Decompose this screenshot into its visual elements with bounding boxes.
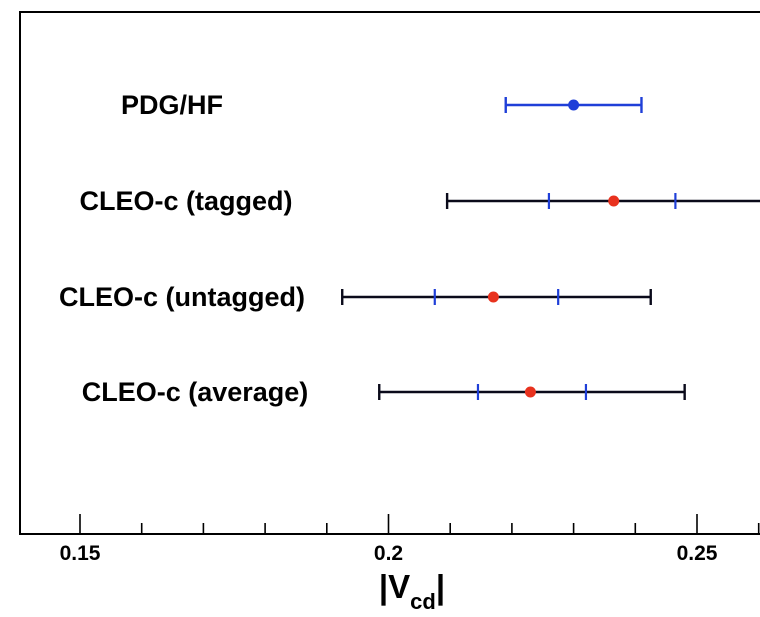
x-axis-label-main: |V xyxy=(379,568,410,605)
measurement-label: PDG/HF xyxy=(121,90,223,120)
x-axis-label-suffix: | xyxy=(436,568,445,605)
tick-label: 0.25 xyxy=(677,542,718,565)
measurement-rows: PDG/HF CLEO-c (tagged) CLEO-c (untagged) CL… xyxy=(59,90,760,407)
measurement-row: PDG/HF xyxy=(121,90,643,120)
tick-label: 0.15 xyxy=(60,542,101,565)
central-value-marker xyxy=(608,195,620,207)
x-axis-tick-labels: 0.15 0.2 0.25 xyxy=(60,542,718,565)
measurement-label: CLEO-c (tagged) xyxy=(80,186,293,216)
central-value-marker xyxy=(487,291,499,303)
x-axis-ticks xyxy=(79,514,760,534)
x-axis-label-subscript: cd xyxy=(410,589,436,614)
measurement-row: CLEO-c (untagged) xyxy=(59,282,652,312)
measurement-label: CLEO-c (average) xyxy=(82,377,309,407)
tick-label: 0.2 xyxy=(374,542,403,565)
central-value-marker xyxy=(568,99,580,111)
measurement-row: CLEO-c (average) xyxy=(82,377,686,407)
measurement-label: CLEO-c (untagged) xyxy=(59,282,305,312)
central-value-marker xyxy=(524,386,536,398)
measurement-row: CLEO-c (tagged) xyxy=(80,186,760,216)
plot-frame xyxy=(19,11,760,535)
x-axis-label: |Vcd| xyxy=(379,568,445,614)
